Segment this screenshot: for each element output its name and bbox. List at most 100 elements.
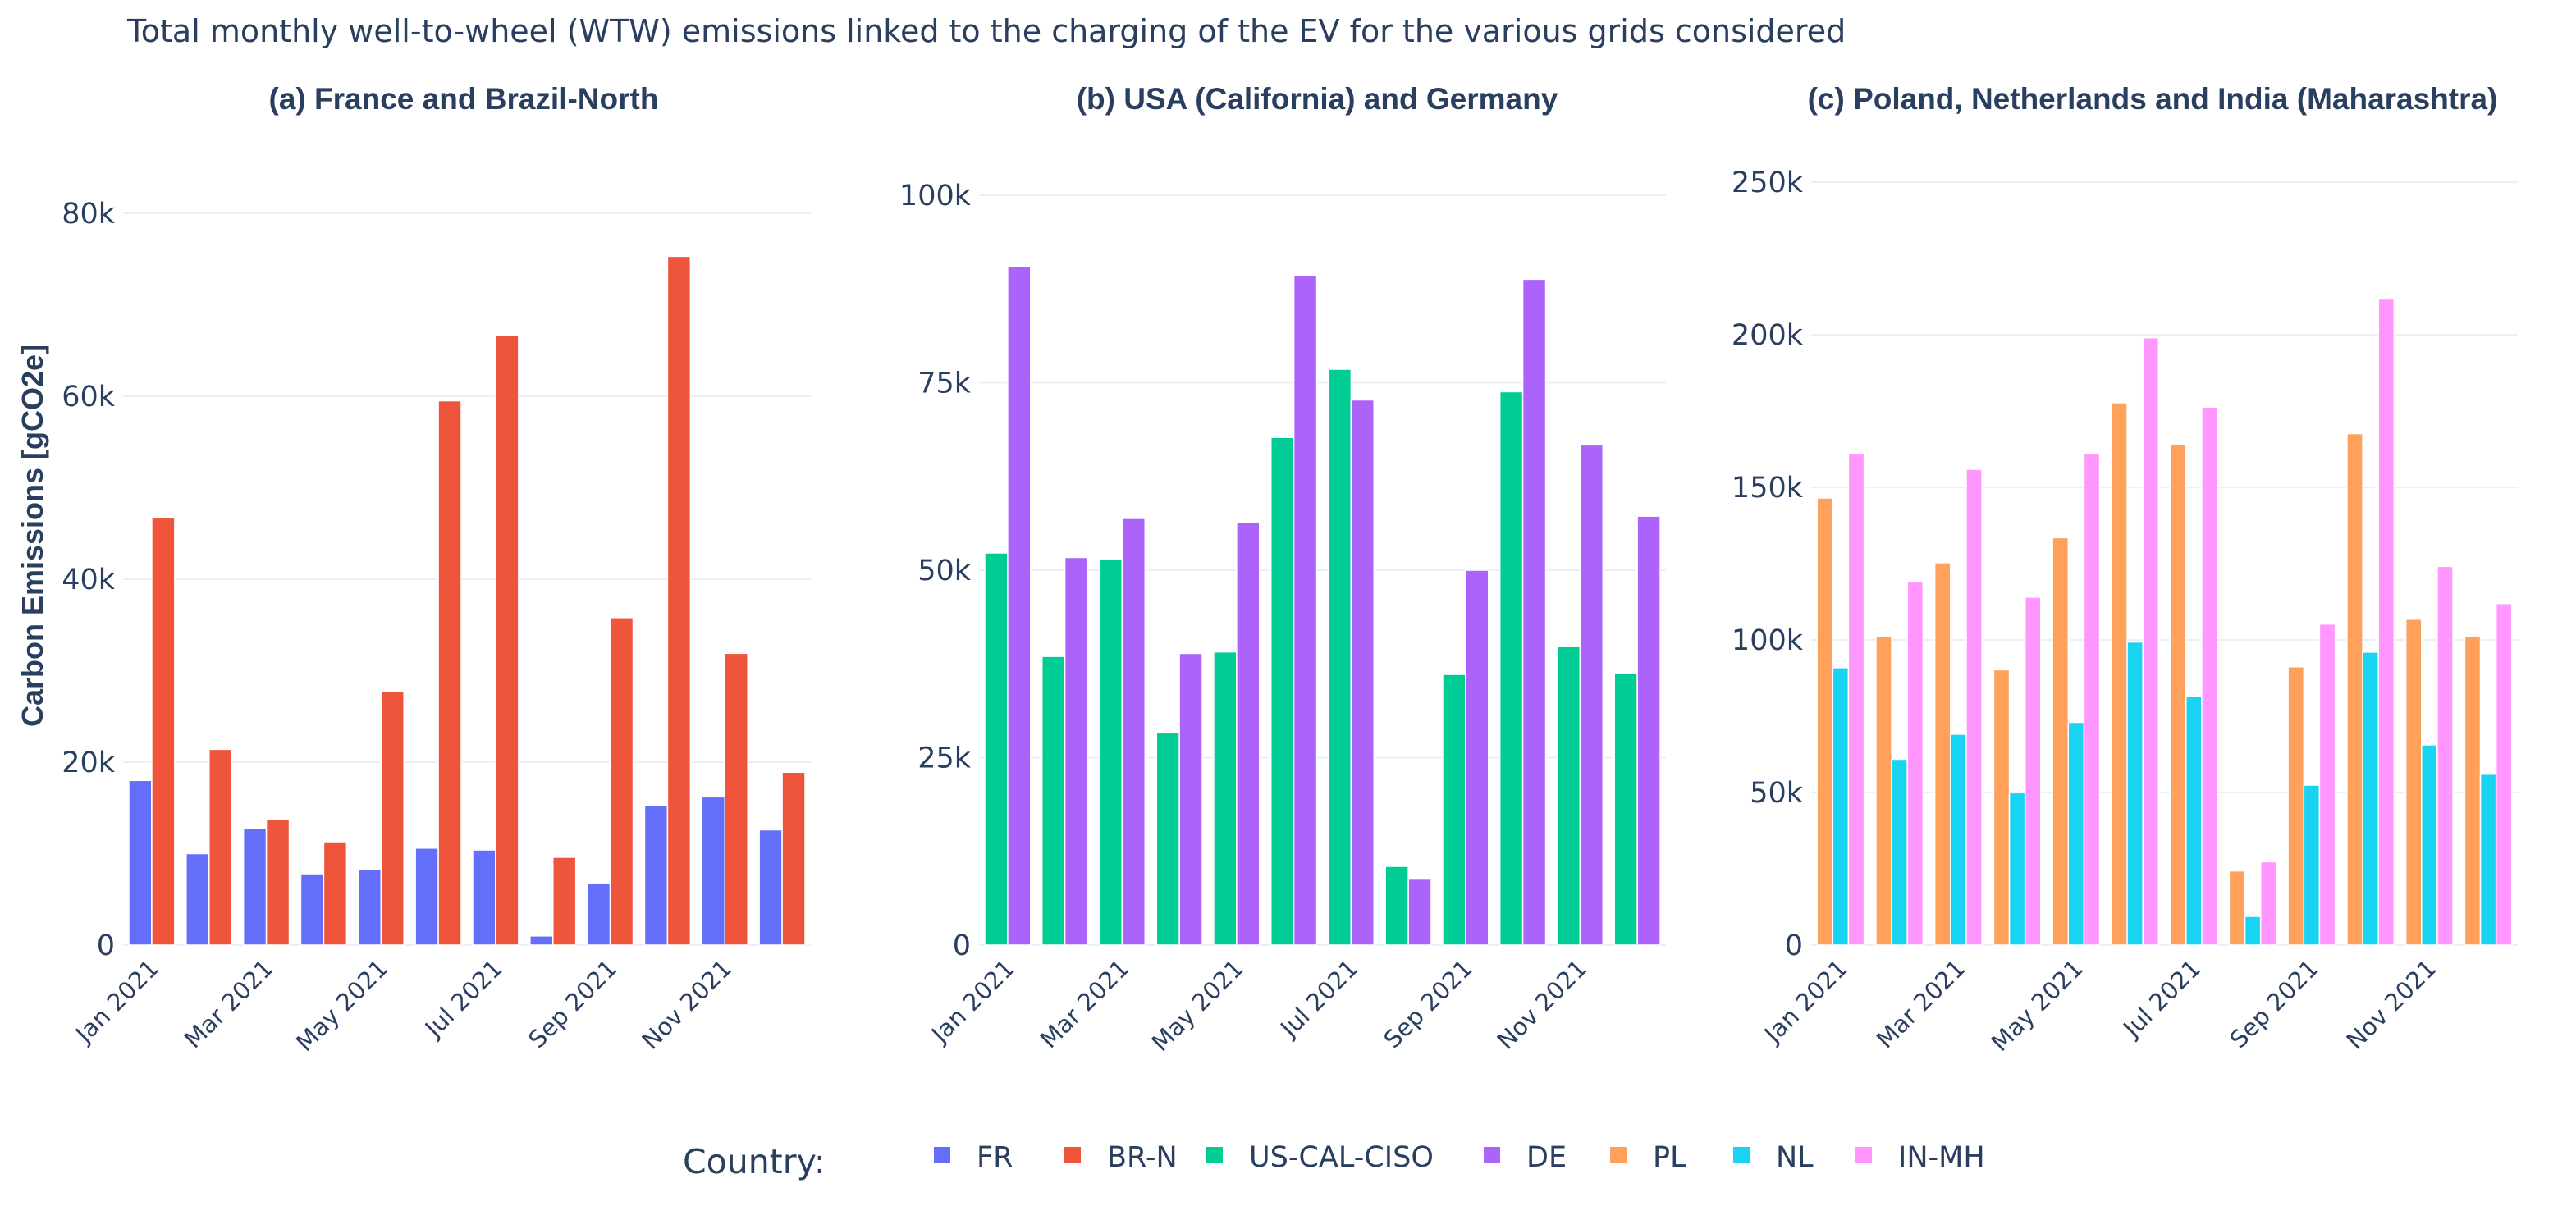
bar-de-aug-2021[interactable] (1407, 878, 1432, 946)
bar-us-cal-ciso-jan-2021[interactable] (984, 552, 1009, 946)
bar-de-apr-2021[interactable] (1178, 652, 1203, 946)
bar-in-mh-jan-2021[interactable] (1847, 452, 1865, 946)
bar-de-sep-2021[interactable] (1465, 569, 1489, 946)
bar-us-cal-ciso-sep-2021[interactable] (1442, 674, 1466, 946)
bar-de-nov-2021[interactable] (1579, 444, 1604, 946)
bar-br-n-apr-2021[interactable] (323, 841, 348, 946)
bar-nl-jun-2021[interactable] (2126, 641, 2144, 946)
legend-item-us-cal-ciso[interactable]: US-CAL-CISO (1206, 1141, 1434, 1174)
bar-in-mh-dec-2021[interactable] (2495, 602, 2513, 946)
bar-us-cal-ciso-aug-2021[interactable] (1384, 866, 1409, 946)
bar-nl-feb-2021[interactable] (1891, 758, 1908, 946)
bar-in-mh-nov-2021[interactable] (2436, 565, 2454, 946)
legend-item-de[interactable]: DE (1484, 1141, 1567, 1174)
bar-in-mh-sep-2021[interactable] (2318, 623, 2336, 946)
bar-us-cal-ciso-feb-2021[interactable] (1041, 656, 1066, 946)
bar-pl-jan-2021[interactable] (1816, 497, 1834, 946)
bar-us-cal-ciso-apr-2021[interactable] (1155, 732, 1180, 946)
bar-nl-may-2021[interactable] (2067, 721, 2085, 946)
bar-de-may-2021[interactable] (1236, 521, 1261, 946)
figure-title: Total monthly well-to-wheel (WTW) emissi… (126, 13, 1846, 49)
bar-nl-apr-2021[interactable] (2008, 792, 2026, 946)
bar-br-n-oct-2021[interactable] (666, 255, 692, 946)
bar-in-mh-may-2021[interactable] (2083, 452, 2101, 946)
bar-de-jul-2021[interactable] (1350, 399, 1375, 946)
bar-us-cal-ciso-jul-2021[interactable] (1327, 368, 1352, 946)
bar-pl-feb-2021[interactable] (1875, 635, 1892, 946)
bar-us-cal-ciso-dec-2021[interactable] (1613, 672, 1638, 946)
bar-us-cal-ciso-may-2021[interactable] (1213, 651, 1238, 946)
bar-nl-sep-2021[interactable] (2303, 784, 2321, 946)
bar-de-oct-2021[interactable] (1521, 278, 1547, 946)
bar-fr-apr-2021[interactable] (300, 873, 325, 946)
bar-br-n-aug-2021[interactable] (552, 857, 577, 946)
bar-in-mh-apr-2021[interactable] (2024, 596, 2042, 946)
bar-de-dec-2021[interactable] (1636, 515, 1661, 946)
bar-us-cal-ciso-nov-2021[interactable] (1556, 646, 1581, 946)
bar-de-jun-2021[interactable] (1293, 275, 1318, 946)
bar-in-mh-feb-2021[interactable] (1906, 581, 1924, 946)
bar-pl-jul-2021[interactable] (2169, 443, 2187, 946)
bar-nl-nov-2021[interactable] (2421, 744, 2438, 946)
bar-br-n-feb-2021[interactable] (208, 748, 233, 946)
bar-br-n-may-2021[interactable] (380, 691, 405, 946)
bar-us-cal-ciso-jun-2021[interactable] (1270, 436, 1295, 946)
bar-nl-jan-2021[interactable] (1832, 667, 1850, 946)
bar-fr-jan-2021[interactable] (128, 779, 153, 946)
bar-pl-may-2021[interactable] (2052, 537, 2070, 946)
bar-pl-nov-2021[interactable] (2404, 618, 2423, 946)
x-tick-label: Mar 2021 (1871, 954, 1970, 1053)
bar-fr-sep-2021[interactable] (586, 882, 611, 946)
y-tick-label: 50k (917, 555, 972, 587)
bar-br-n-jan-2021[interactable] (151, 517, 176, 946)
bar-fr-feb-2021[interactable] (185, 852, 210, 946)
x-tick-label: Jan 2021 (925, 954, 1020, 1049)
bar-fr-nov-2021[interactable] (701, 796, 725, 946)
legend-item-pl[interactable]: PL (1610, 1141, 1686, 1174)
bar-us-cal-ciso-mar-2021[interactable] (1098, 558, 1123, 946)
legend-label: US-CAL-CISO (1249, 1141, 1434, 1174)
legend-label: PL (1653, 1141, 1686, 1174)
bar-pl-sep-2021[interactable] (2287, 665, 2305, 946)
bar-de-jan-2021[interactable] (1007, 266, 1032, 946)
bar-in-mh-oct-2021[interactable] (2377, 298, 2395, 946)
bar-de-mar-2021[interactable] (1121, 518, 1146, 946)
bar-pl-jun-2021[interactable] (2111, 402, 2128, 946)
bar-pl-apr-2021[interactable] (1993, 669, 2011, 946)
bar-de-feb-2021[interactable] (1064, 556, 1089, 946)
bar-fr-jul-2021[interactable] (472, 849, 496, 946)
bar-fr-may-2021[interactable] (357, 868, 382, 946)
legend-item-br-n[interactable]: BR-N (1064, 1141, 1178, 1174)
bar-fr-jun-2021[interactable] (414, 847, 439, 946)
bar-fr-oct-2021[interactable] (643, 804, 669, 946)
bar-in-mh-aug-2021[interactable] (2259, 861, 2277, 946)
legend-item-in-mh[interactable]: IN-MH (1855, 1141, 1985, 1174)
bar-br-n-mar-2021[interactable] (265, 819, 291, 946)
bar-nl-mar-2021[interactable] (1950, 733, 1967, 946)
bar-pl-dec-2021[interactable] (2464, 635, 2482, 946)
bar-us-cal-ciso-oct-2021[interactable] (1498, 391, 1524, 946)
bar-pl-mar-2021[interactable] (1933, 562, 1951, 946)
bar-in-mh-mar-2021[interactable] (1965, 468, 1983, 946)
bar-nl-oct-2021[interactable] (2362, 651, 2379, 946)
bar-in-mh-jul-2021[interactable] (2201, 406, 2218, 946)
y-tick-label: 150k (1732, 472, 1804, 505)
bar-br-n-dec-2021[interactable] (781, 771, 806, 946)
bar-br-n-sep-2021[interactable] (609, 617, 634, 946)
bar-nl-dec-2021[interactable] (2479, 773, 2497, 946)
bar-pl-aug-2021[interactable] (2228, 870, 2246, 946)
legend-item-nl[interactable]: NL (1733, 1141, 1814, 1174)
bar-nl-aug-2021[interactable] (2244, 916, 2262, 946)
bar-fr-mar-2021[interactable] (242, 827, 268, 946)
bar-in-mh-jun-2021[interactable] (2142, 336, 2160, 946)
y-tick-label: 0 (953, 930, 971, 962)
bar-br-n-jun-2021[interactable] (437, 400, 462, 946)
legend-item-fr[interactable]: FR (934, 1141, 1013, 1174)
bar-nl-jul-2021[interactable] (2185, 696, 2203, 946)
bar-fr-dec-2021[interactable] (758, 829, 783, 946)
bar-br-n-jul-2021[interactable] (495, 334, 519, 946)
bar-pl-oct-2021[interactable] (2346, 432, 2363, 946)
bar-fr-aug-2021[interactable] (529, 935, 554, 946)
bar-br-n-nov-2021[interactable] (724, 652, 748, 946)
